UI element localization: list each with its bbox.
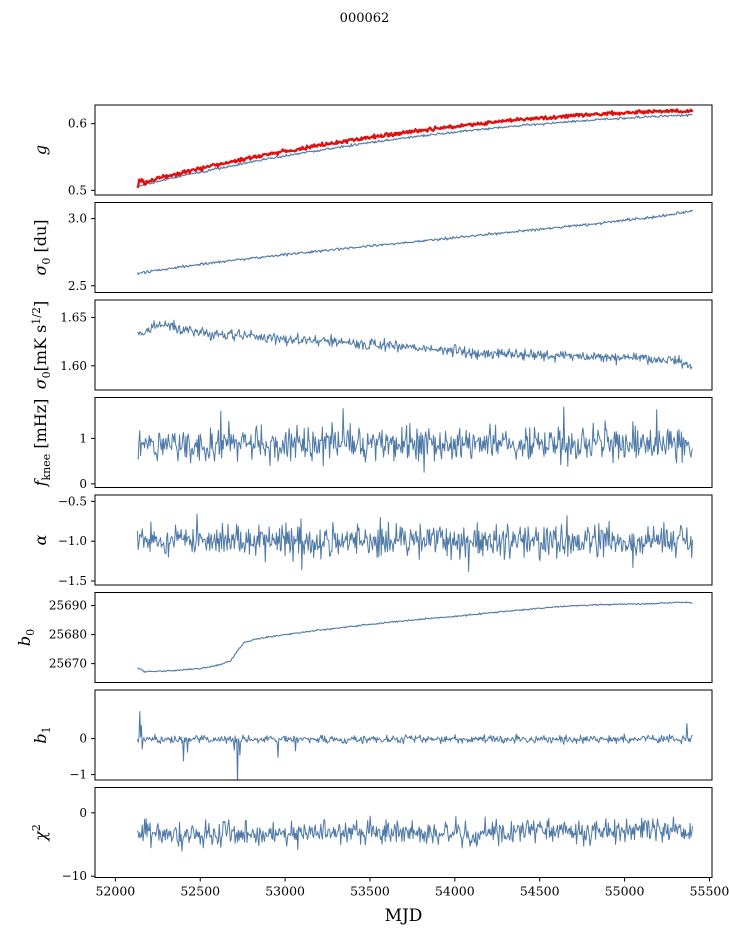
- y-tick-label: 2.5: [68, 279, 87, 293]
- y-tick-label: 1.65: [60, 310, 87, 324]
- figure-title: 000062: [339, 11, 390, 26]
- panel-b0: 25670 25680 25690 b0: [15, 592, 713, 683]
- y-tick-label: −1.0: [58, 534, 87, 548]
- panel-alpha: −0.5 −1.0 −1.5 α: [31, 494, 713, 588]
- panel-frame: [94, 787, 713, 878]
- x-axis-label: MJD: [384, 906, 423, 926]
- y-axis-label-chi2: χ2: [30, 824, 50, 842]
- y-tick-label: 1.60: [60, 359, 87, 373]
- panel-frame: [94, 104, 713, 196]
- x-tick-label: 55000: [605, 884, 645, 899]
- series-alpha: [136, 513, 693, 572]
- y-tick-label: 25670: [49, 657, 87, 671]
- y-tick-label: −10: [62, 869, 87, 883]
- y-axis-label-sigma0-mk: σ0[mK s1/2]: [30, 301, 53, 390]
- y-tick-label: 0: [79, 477, 87, 491]
- series-b0: [137, 601, 693, 673]
- y-axis-label-b1: b1: [31, 726, 53, 743]
- series-b1: [136, 711, 693, 780]
- x-tick-label: 52000: [95, 884, 135, 899]
- y-tick-label: −1.5: [58, 574, 87, 588]
- panel-frame: [94, 689, 713, 781]
- panel-sigma0-mk: 1.60 1.65 σ0[mK s1/2]: [30, 299, 713, 391]
- series-sigma0-mk: [137, 319, 693, 370]
- y-tick-label: 1: [79, 431, 87, 445]
- series-f-knee: [137, 406, 693, 473]
- y-tick-label: 25690: [49, 599, 87, 613]
- panel-frame: [94, 202, 713, 293]
- series-chi2: [136, 815, 693, 852]
- x-tick-label: 52500: [180, 884, 220, 899]
- y-axis-label-b0: b0: [15, 629, 37, 646]
- y-tick-label: −1: [69, 768, 87, 782]
- y-axis-label-f-knee: fknee [mHz]: [31, 399, 53, 488]
- x-tick-label: 53500: [350, 884, 390, 899]
- panel-frame: [94, 592, 713, 683]
- y-tick-label: 3.0: [68, 212, 87, 226]
- y-tick-label: 0.5: [68, 183, 87, 197]
- y-tick-label: 0: [79, 806, 87, 820]
- series-g-blue: [137, 113, 693, 188]
- x-tick-label: 55500: [690, 884, 729, 899]
- x-axis: 52000 52500 53000 53500 54000 54500 55000 55500: [95, 877, 729, 899]
- series-sigma0-du: [136, 209, 693, 276]
- y-tick-label: 0: [79, 732, 87, 746]
- panel-g: 0.5 0.6 g: [31, 104, 713, 197]
- panel-f-knee: 0 1 fknee [mHz]: [31, 397, 713, 491]
- panel-chi2: −10 0 χ2: [30, 787, 713, 883]
- panel-b1: −1 0 b1: [31, 689, 713, 782]
- y-axis-label-sigma0-du: σ0 [du]: [31, 219, 53, 275]
- y-axis-label-alpha: α: [31, 534, 50, 545]
- x-tick-label: 54000: [435, 884, 475, 899]
- y-tick-label: 0.6: [68, 117, 87, 131]
- panel-frame: [94, 397, 713, 488]
- panel-frame: [94, 299, 713, 391]
- series-g-red: [136, 108, 694, 189]
- x-tick-label: 53000: [265, 884, 305, 899]
- y-axis-label-g: g: [31, 145, 50, 155]
- x-tick-label: 54500: [520, 884, 560, 899]
- y-tick-label: −0.5: [58, 494, 87, 508]
- panel-sigma0-du: 2.5 3.0 σ0 [du]: [31, 202, 713, 293]
- panel-frame: [94, 494, 713, 586]
- y-tick-label: 25680: [49, 628, 87, 642]
